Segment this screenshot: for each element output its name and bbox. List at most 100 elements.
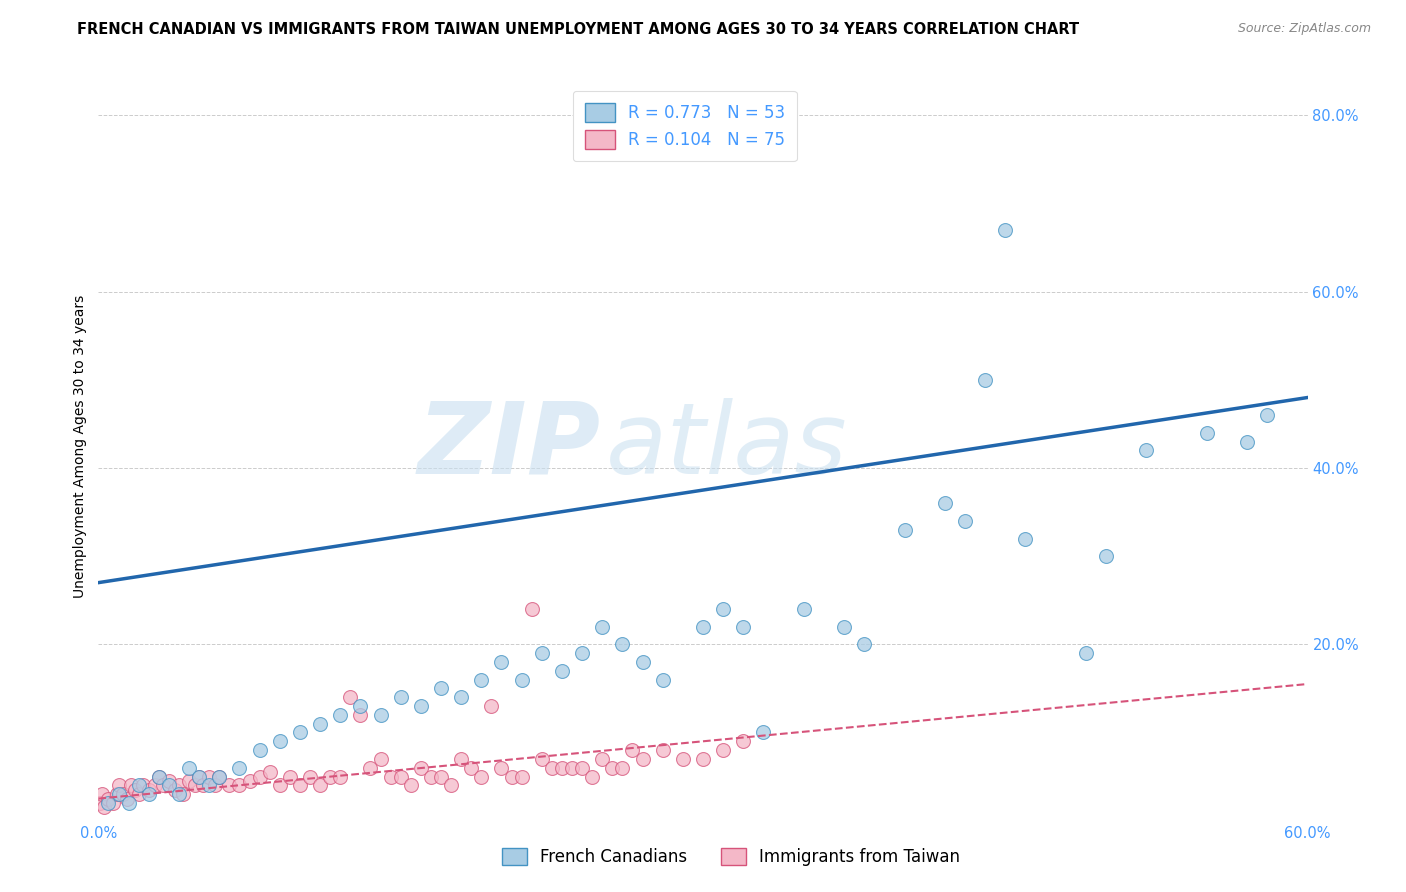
- Point: [1095, 549, 1118, 564]
- Point: [551, 761, 574, 775]
- Point: [198, 778, 221, 792]
- Point: [692, 620, 714, 634]
- Point: [128, 778, 150, 792]
- Point: [167, 787, 190, 801]
- Point: [329, 707, 352, 722]
- Point: [460, 761, 482, 775]
- Text: ZIP: ZIP: [418, 398, 600, 494]
- Point: [339, 690, 361, 705]
- Point: [953, 514, 976, 528]
- Point: [561, 761, 583, 775]
- Point: [218, 778, 240, 792]
- Point: [152, 778, 174, 792]
- Point: [591, 620, 613, 634]
- Point: [450, 690, 472, 705]
- Point: [430, 681, 453, 696]
- Point: [621, 743, 644, 757]
- Point: [91, 787, 114, 801]
- Point: [249, 743, 271, 757]
- Point: [692, 752, 714, 766]
- Point: [1195, 425, 1218, 440]
- Point: [612, 637, 634, 651]
- Point: [115, 791, 138, 805]
- Point: [179, 774, 201, 789]
- Point: [1236, 434, 1258, 449]
- Point: [491, 761, 513, 775]
- Point: [97, 796, 120, 810]
- Point: [1135, 443, 1157, 458]
- Text: atlas: atlas: [606, 398, 848, 494]
- Point: [107, 778, 129, 792]
- Point: [179, 761, 201, 775]
- Point: [491, 655, 513, 669]
- Point: [631, 752, 654, 766]
- Legend: French Canadians, Immigrants from Taiwan: French Canadians, Immigrants from Taiwan: [494, 840, 969, 875]
- Point: [329, 770, 352, 784]
- Point: [711, 743, 734, 757]
- Point: [193, 778, 215, 792]
- Point: [228, 761, 250, 775]
- Point: [143, 778, 166, 792]
- Point: [501, 770, 523, 784]
- Point: [148, 770, 170, 784]
- Point: [120, 778, 142, 792]
- Point: [157, 774, 180, 789]
- Point: [581, 770, 603, 784]
- Point: [711, 602, 734, 616]
- Point: [440, 778, 463, 792]
- Point: [132, 778, 155, 792]
- Point: [124, 782, 146, 797]
- Point: [349, 707, 371, 722]
- Point: [510, 770, 533, 784]
- Point: [1074, 646, 1097, 660]
- Point: [752, 725, 775, 739]
- Point: [208, 770, 231, 784]
- Point: [591, 752, 613, 766]
- Point: [409, 699, 432, 714]
- Point: [420, 770, 443, 784]
- Point: [974, 373, 997, 387]
- Point: [399, 778, 422, 792]
- Point: [101, 796, 124, 810]
- Point: [1014, 532, 1036, 546]
- Point: [602, 761, 624, 775]
- Point: [269, 778, 291, 792]
- Point: [571, 646, 593, 660]
- Point: [249, 770, 271, 784]
- Point: [319, 770, 342, 784]
- Point: [93, 800, 115, 814]
- Point: [172, 787, 194, 801]
- Point: [612, 761, 634, 775]
- Point: [188, 770, 211, 784]
- Point: [208, 770, 231, 784]
- Point: [204, 778, 226, 792]
- Point: [551, 664, 574, 678]
- Point: [269, 734, 291, 748]
- Point: [167, 778, 190, 792]
- Point: [309, 778, 332, 792]
- Point: [148, 770, 170, 784]
- Point: [380, 770, 402, 784]
- Point: [288, 725, 311, 739]
- Point: [128, 787, 150, 801]
- Point: [360, 761, 382, 775]
- Point: [672, 752, 695, 766]
- Text: FRENCH CANADIAN VS IMMIGRANTS FROM TAIWAN UNEMPLOYMENT AMONG AGES 30 TO 34 YEARS: FRENCH CANADIAN VS IMMIGRANTS FROM TAIWA…: [77, 22, 1080, 37]
- Point: [389, 770, 412, 784]
- Point: [994, 223, 1017, 237]
- Point: [309, 716, 332, 731]
- Point: [853, 637, 876, 651]
- Point: [163, 782, 186, 797]
- Point: [105, 787, 128, 801]
- Point: [188, 770, 211, 784]
- Point: [278, 770, 301, 784]
- Point: [520, 602, 543, 616]
- Legend: R = 0.773   N = 53, R = 0.104   N = 75: R = 0.773 N = 53, R = 0.104 N = 75: [574, 91, 797, 161]
- Point: [349, 699, 371, 714]
- Point: [651, 673, 673, 687]
- Point: [832, 620, 855, 634]
- Point: [89, 796, 111, 810]
- Point: [631, 655, 654, 669]
- Point: [97, 791, 120, 805]
- Point: [530, 752, 553, 766]
